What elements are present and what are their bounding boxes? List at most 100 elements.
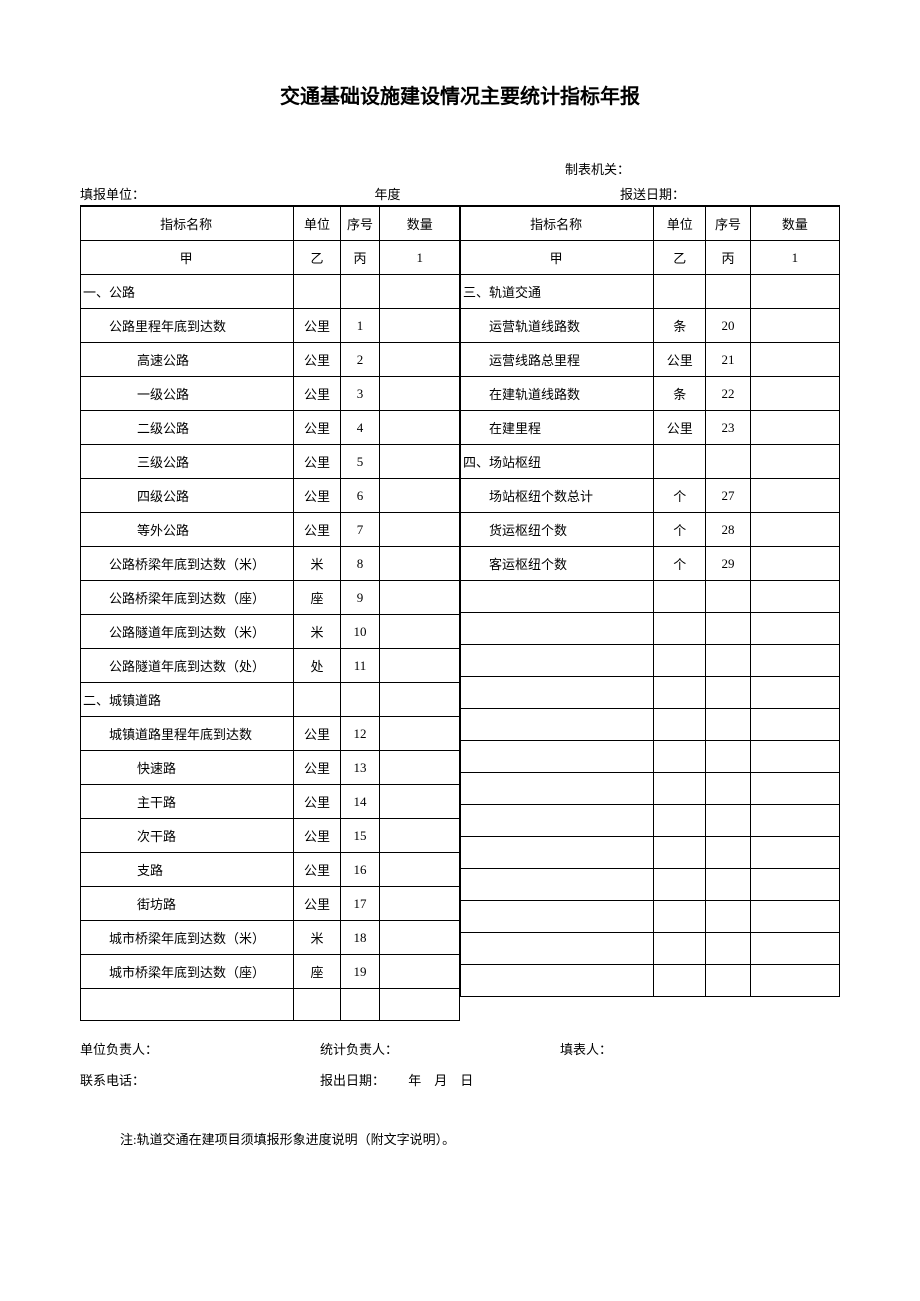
- table-row: 街坊路公里17: [81, 887, 460, 921]
- table-row: [461, 741, 840, 773]
- qty-cell: [750, 377, 839, 411]
- table-row: 运营线路总里程公里21: [461, 343, 840, 377]
- qty-cell: [750, 645, 839, 677]
- seq-cell: 10: [340, 615, 380, 649]
- qty-cell: [380, 785, 460, 819]
- indicator-name: [461, 837, 654, 869]
- indicator-name: 运营线路总里程: [461, 343, 654, 377]
- unit-cell: 公里: [294, 819, 340, 853]
- table-row: 公路里程年底到达数公里1: [81, 309, 460, 343]
- seq-cell: [706, 445, 751, 479]
- indicator-name: [461, 677, 654, 709]
- table-row: [461, 869, 840, 901]
- table-row: [461, 709, 840, 741]
- qty-cell: [380, 445, 460, 479]
- seq-cell: 6: [340, 479, 380, 513]
- qty-cell: [380, 581, 460, 615]
- table-row: [461, 837, 840, 869]
- seq-cell: 5: [340, 445, 380, 479]
- seq-cell: [706, 773, 751, 805]
- seq-cell: 23: [706, 411, 751, 445]
- unit-cell: 个: [654, 479, 706, 513]
- indicator-name: 支路: [81, 853, 294, 887]
- left-table: 指标名称 单位 序号 数量 甲 乙 丙 1 一、公路公路里程年底到达数公里1高速…: [80, 205, 460, 1021]
- indicator-name: [461, 805, 654, 837]
- th-one-right: 1: [750, 241, 839, 275]
- table-row: [461, 805, 840, 837]
- qty-cell: [750, 837, 839, 869]
- maker-label: 制表机关：: [80, 159, 840, 178]
- indicator-name: 在建轨道线路数: [461, 377, 654, 411]
- unit-cell: 座: [294, 581, 340, 615]
- seq-cell: 16: [340, 853, 380, 887]
- table-row: 城市桥梁年底到达数（米）米18: [81, 921, 460, 955]
- table-row: 次干路公里15: [81, 819, 460, 853]
- table-row: 城镇道路里程年底到达数公里12: [81, 717, 460, 751]
- qty-cell: [750, 309, 839, 343]
- qty-cell: [380, 547, 460, 581]
- th-one-left: 1: [380, 241, 460, 275]
- table-row: 货运枢纽个数个28: [461, 513, 840, 547]
- indicator-name: [461, 901, 654, 933]
- qty-cell: [750, 773, 839, 805]
- seq-cell: [706, 741, 751, 773]
- unit-cell: [654, 613, 706, 645]
- indicator-name: 三级公路: [81, 445, 294, 479]
- table-row: [461, 965, 840, 997]
- indicator-name: 公路隧道年底到达数（处）: [81, 649, 294, 683]
- seq-cell: 11: [340, 649, 380, 683]
- seq-cell: 4: [340, 411, 380, 445]
- unit-head-label: 单位负责人：: [80, 1039, 320, 1058]
- th-unit-left: 单位: [294, 206, 340, 241]
- unit-cell: 公里: [294, 751, 340, 785]
- indicator-name: 三、轨道交通: [461, 275, 654, 309]
- th-qty-left: 数量: [380, 206, 460, 241]
- unit-cell: [654, 581, 706, 613]
- th-qty-right: 数量: [750, 206, 839, 241]
- qty-cell: [750, 869, 839, 901]
- qty-cell: [380, 275, 460, 309]
- qty-cell: [750, 933, 839, 965]
- unit-cell: 公里: [294, 513, 340, 547]
- th-yi-right: 乙: [654, 241, 706, 275]
- qty-cell: [750, 805, 839, 837]
- unit-cell: [654, 741, 706, 773]
- table-row: 主干路公里14: [81, 785, 460, 819]
- unit-cell: [654, 837, 706, 869]
- table-row: 高速公路公里2: [81, 343, 460, 377]
- table-row: [461, 645, 840, 677]
- qty-cell: [380, 921, 460, 955]
- seq-cell: 15: [340, 819, 380, 853]
- table-row: [461, 677, 840, 709]
- indicator-name: 公路桥梁年底到达数（米）: [81, 547, 294, 581]
- indicator-name: [461, 613, 654, 645]
- qty-cell: [380, 717, 460, 751]
- qty-cell: [380, 649, 460, 683]
- unit-cell: [654, 709, 706, 741]
- seq-cell: 17: [340, 887, 380, 921]
- th-name-left: 指标名称: [81, 206, 294, 241]
- qty-cell: [750, 479, 839, 513]
- table-row: [461, 901, 840, 933]
- indicator-name: 客运枢纽个数: [461, 547, 654, 581]
- seq-cell: 27: [706, 479, 751, 513]
- unit-cell: 米: [294, 921, 340, 955]
- seq-cell: 2: [340, 343, 380, 377]
- unit-cell: [654, 933, 706, 965]
- table-row: 客运枢纽个数个29: [461, 547, 840, 581]
- seq-cell: 13: [340, 751, 380, 785]
- unit-cell: [654, 645, 706, 677]
- seq-cell: [706, 581, 751, 613]
- unit-cell: 公里: [294, 377, 340, 411]
- seq-cell: [706, 709, 751, 741]
- indicator-name: 公路隧道年底到达数（米）: [81, 615, 294, 649]
- seq-cell: [340, 989, 380, 1021]
- seq-cell: [706, 837, 751, 869]
- qty-cell: [380, 853, 460, 887]
- page-title: 交通基础设施建设情况主要统计指标年报: [80, 80, 840, 109]
- seq-cell: 20: [706, 309, 751, 343]
- unit-cell: [654, 805, 706, 837]
- qty-cell: [380, 411, 460, 445]
- table-row: [81, 989, 460, 1021]
- qty-cell: [750, 513, 839, 547]
